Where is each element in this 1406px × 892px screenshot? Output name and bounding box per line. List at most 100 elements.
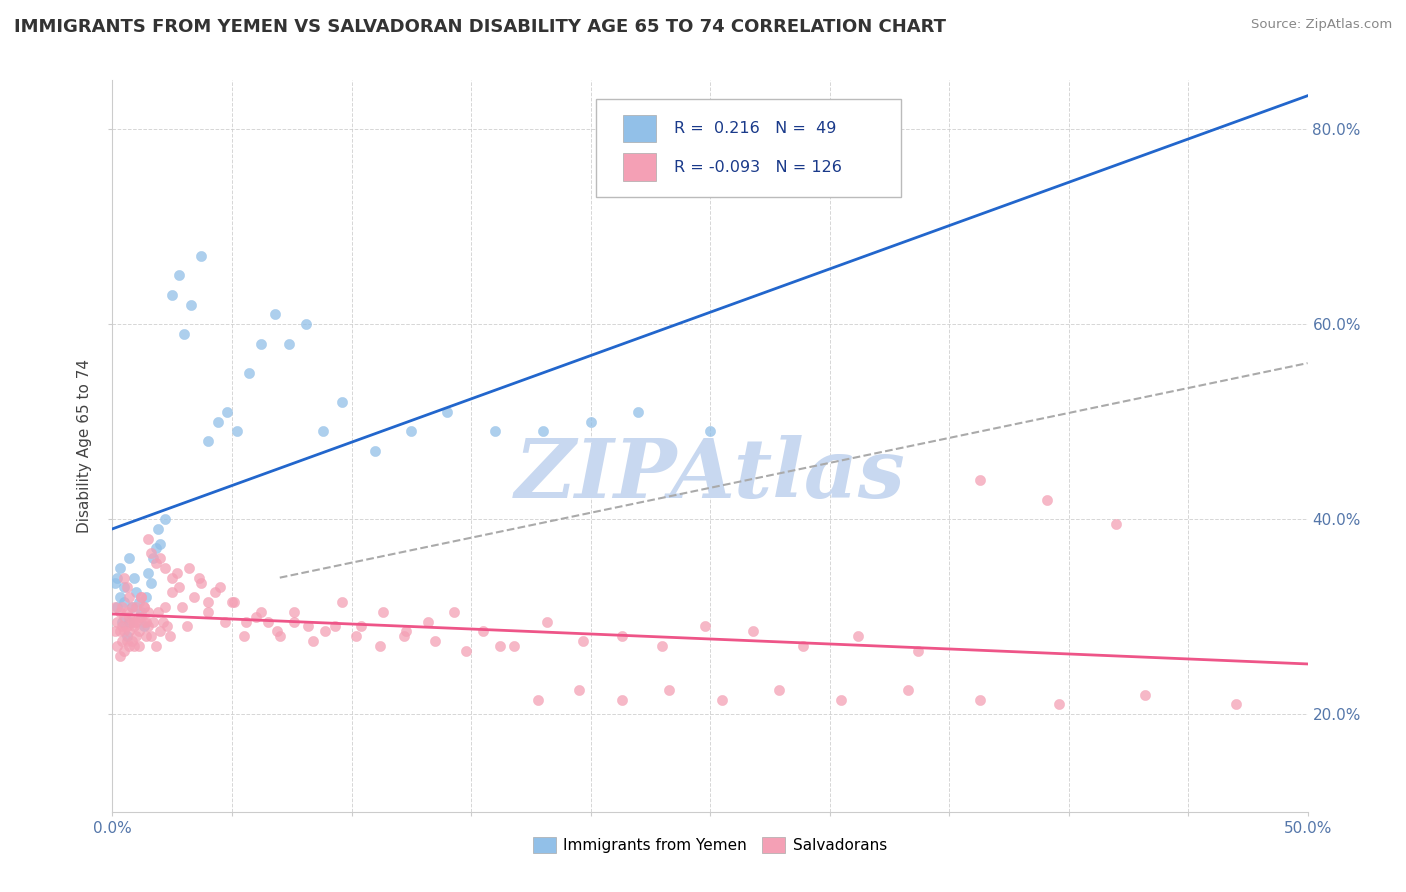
- Point: [610, 692, 633, 706]
- Point: [209, 581, 232, 595]
- Point: [114, 571, 135, 585]
- Point: [115, 634, 138, 648]
- Point: [368, 639, 391, 653]
- Point: [312, 425, 335, 439]
- Point: [129, 605, 152, 619]
- Point: [162, 585, 183, 599]
- Point: [350, 619, 373, 633]
- Point: [122, 571, 145, 585]
- Text: R =  0.216   N =  49: R = 0.216 N = 49: [675, 121, 837, 136]
- Point: [121, 599, 143, 614]
- Point: [145, 639, 167, 653]
- Point: [149, 551, 172, 566]
- Point: [197, 434, 219, 449]
- Point: [217, 405, 239, 419]
- Point: [302, 634, 325, 648]
- Point: [572, 634, 595, 648]
- Point: [283, 615, 305, 629]
- Point: [266, 624, 288, 639]
- Point: [330, 395, 353, 409]
- Point: [146, 605, 169, 619]
- Point: [105, 615, 128, 629]
- Point: [224, 595, 246, 609]
- Point: [699, 425, 721, 439]
- Point: [145, 541, 167, 556]
- Point: [170, 599, 193, 614]
- Point: [138, 566, 160, 580]
- Point: [129, 590, 152, 604]
- Point: [238, 366, 260, 380]
- Point: [283, 605, 305, 619]
- Point: [153, 512, 176, 526]
- Point: [792, 639, 814, 653]
- Point: [330, 595, 353, 609]
- Point: [138, 605, 160, 619]
- Point: [146, 522, 169, 536]
- Point: [225, 425, 247, 439]
- Point: [156, 619, 179, 633]
- Y-axis label: Disability Age 65 to 74: Disability Age 65 to 74: [77, 359, 93, 533]
- Point: [344, 629, 367, 643]
- Point: [128, 639, 150, 653]
- Point: [295, 317, 318, 331]
- Point: [121, 615, 143, 629]
- Point: [969, 692, 991, 706]
- Point: [190, 249, 212, 263]
- Point: [135, 615, 157, 629]
- Point: [108, 648, 131, 663]
- Point: [257, 615, 280, 629]
- Text: ZIPAtlas: ZIPAtlas: [515, 435, 905, 516]
- Point: [115, 605, 138, 619]
- Bar: [623, 115, 657, 143]
- Point: [142, 551, 165, 566]
- Point: [139, 546, 162, 560]
- Point: [651, 639, 673, 653]
- Point: [115, 581, 138, 595]
- Point: [115, 619, 138, 633]
- Point: [114, 595, 135, 609]
- Point: [278, 336, 301, 351]
- Bar: [623, 153, 657, 181]
- Legend: Immigrants from Yemen, Salvadorans: Immigrants from Yemen, Salvadorans: [527, 830, 893, 859]
- Point: [152, 615, 174, 629]
- Point: [159, 629, 181, 643]
- Point: [162, 571, 183, 585]
- Point: [111, 599, 134, 614]
- Point: [897, 682, 920, 697]
- Point: [456, 644, 478, 658]
- Point: [129, 590, 152, 604]
- Point: [121, 599, 143, 614]
- Point: [658, 682, 681, 697]
- Point: [139, 629, 162, 643]
- Point: [108, 624, 131, 639]
- Point: [111, 615, 134, 629]
- Point: [138, 619, 160, 633]
- Point: [108, 590, 131, 604]
- Point: [1105, 516, 1128, 531]
- Point: [831, 692, 853, 706]
- Point: [118, 590, 141, 604]
- Point: [105, 571, 128, 585]
- Point: [907, 644, 929, 658]
- Point: [416, 615, 439, 629]
- Point: [118, 624, 141, 639]
- Point: [197, 595, 219, 609]
- Point: [742, 624, 765, 639]
- Point: [1225, 698, 1247, 712]
- Point: [1133, 688, 1156, 702]
- Point: [204, 585, 226, 599]
- Point: [132, 615, 155, 629]
- Point: [162, 288, 183, 302]
- Point: [484, 425, 506, 439]
- Point: [142, 615, 165, 629]
- Point: [105, 639, 128, 653]
- Point: [118, 639, 141, 653]
- Point: [139, 575, 162, 590]
- Point: [297, 619, 319, 633]
- Point: [627, 405, 650, 419]
- Point: [149, 624, 172, 639]
- Point: [114, 581, 135, 595]
- Point: [846, 629, 869, 643]
- Point: [235, 615, 257, 629]
- Point: [695, 619, 717, 633]
